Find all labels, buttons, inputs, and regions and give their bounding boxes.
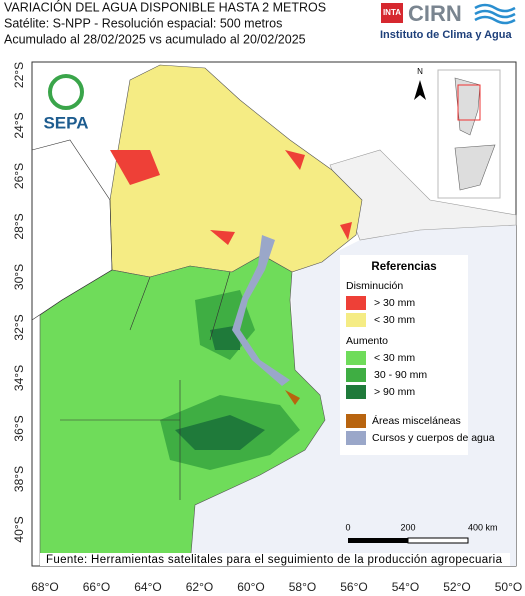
lon-label: 54°O: [392, 580, 419, 594]
legend-title: Referencias: [371, 261, 436, 273]
lon-label: 52°O: [443, 580, 470, 594]
scale-label: 400 km: [468, 522, 498, 532]
scale-segment: [348, 538, 408, 543]
lon-label: 68°O: [31, 580, 58, 594]
sepa-logo: SEPA: [43, 74, 89, 132]
source: Fuente: Herramientas satelitales para el…: [46, 554, 503, 566]
lon-label: 58°O: [289, 580, 316, 594]
legend-label: Cursos y cuerpos de agua: [372, 432, 495, 444]
legend-swatch: [346, 351, 366, 365]
logo-institute: Instituto de Clima y Agua: [380, 29, 512, 41]
neighbor-country: [329, 149, 517, 241]
legend-swatch: [346, 313, 366, 327]
lat-label: 28°S: [12, 213, 26, 239]
lat-label: 40°S: [12, 516, 26, 542]
map-frame: SEPA N Referencias Disminución > 30 mm < 30…: [31, 61, 517, 567]
lon-label: 56°O: [340, 580, 367, 594]
region-decrease-high: [110, 150, 352, 245]
north-arrow: [414, 80, 426, 100]
legend-group-title: Aumento: [346, 335, 388, 347]
lat-label: 32°S: [12, 314, 26, 340]
region-increase: [39, 254, 326, 567]
logo-inta: INTA: [383, 8, 401, 17]
sepa-mark: [48, 74, 84, 110]
legend-swatch: [346, 368, 366, 382]
legend-group-title: Disminución: [346, 280, 403, 292]
footer-box: [40, 553, 510, 566]
inset-highlight: [457, 84, 481, 121]
lon-label: 62°O: [186, 580, 213, 594]
inset-shape: [454, 77, 496, 191]
misc-areas: [285, 390, 300, 405]
legend-label: < 30 mm: [374, 314, 415, 326]
lat-label: 22°S: [12, 62, 26, 88]
logo-waves: [474, 3, 516, 25]
lon-label: 60°O: [237, 580, 264, 594]
north-label: N: [417, 67, 423, 76]
legend-swatch: [346, 296, 366, 310]
borders: [31, 139, 231, 500]
legend-label: Áreas misceláneas: [372, 414, 461, 427]
lat-label: 36°S: [12, 415, 26, 441]
legend-label: < 30 mm: [374, 352, 415, 364]
legend-items: Referencias Disminución > 30 mm < 30 mm Aume…: [346, 261, 495, 445]
legend-label: > 90 mm: [374, 386, 415, 398]
scale-label: 200: [400, 522, 415, 532]
logo-cirn: CIRN: [408, 1, 462, 26]
lon-label: 64°O: [134, 580, 161, 594]
lat-label: 38°S: [12, 466, 26, 492]
scale-label: 0: [345, 522, 350, 532]
logo-box: [381, 3, 403, 23]
legend-swatch: [346, 414, 366, 428]
lat-label: 34°S: [12, 365, 26, 391]
subtitle: Acumulado al 28/02/2025 vs acumulado al …: [4, 32, 306, 46]
scale-bar: 0 200 400 km: [345, 522, 498, 544]
lon-label: 50°O: [495, 580, 522, 594]
axes: 22°S 24°S 26°S 28°S 30°S 32°S 34°S 36°S 38°S 40°S…: [12, 62, 522, 594]
region-increase-high: [175, 325, 265, 450]
scale-segment: [407, 537, 469, 544]
lat-label: 26°S: [12, 163, 26, 189]
title: VARIACIÓN DEL AGUA DISPONIBLE HASTA 2 ME…: [4, 0, 326, 14]
legend-swatch: [346, 431, 366, 445]
legend-label: > 30 mm: [374, 297, 415, 309]
legend-swatch: [346, 385, 366, 399]
water-bodies: [232, 235, 290, 386]
lat-label: 30°S: [12, 264, 26, 290]
lat-label: 24°S: [12, 112, 26, 138]
legend-label: 30 - 90 mm: [374, 369, 427, 381]
sepa-text: SEPA: [43, 113, 88, 132]
subtitle: Satélite: S-NPP - Resolución espacial: 5…: [4, 16, 282, 30]
lon-label: 66°O: [83, 580, 110, 594]
inta-logo: INTA CIRN Instituto de Clima y Agua: [380, 1, 516, 41]
